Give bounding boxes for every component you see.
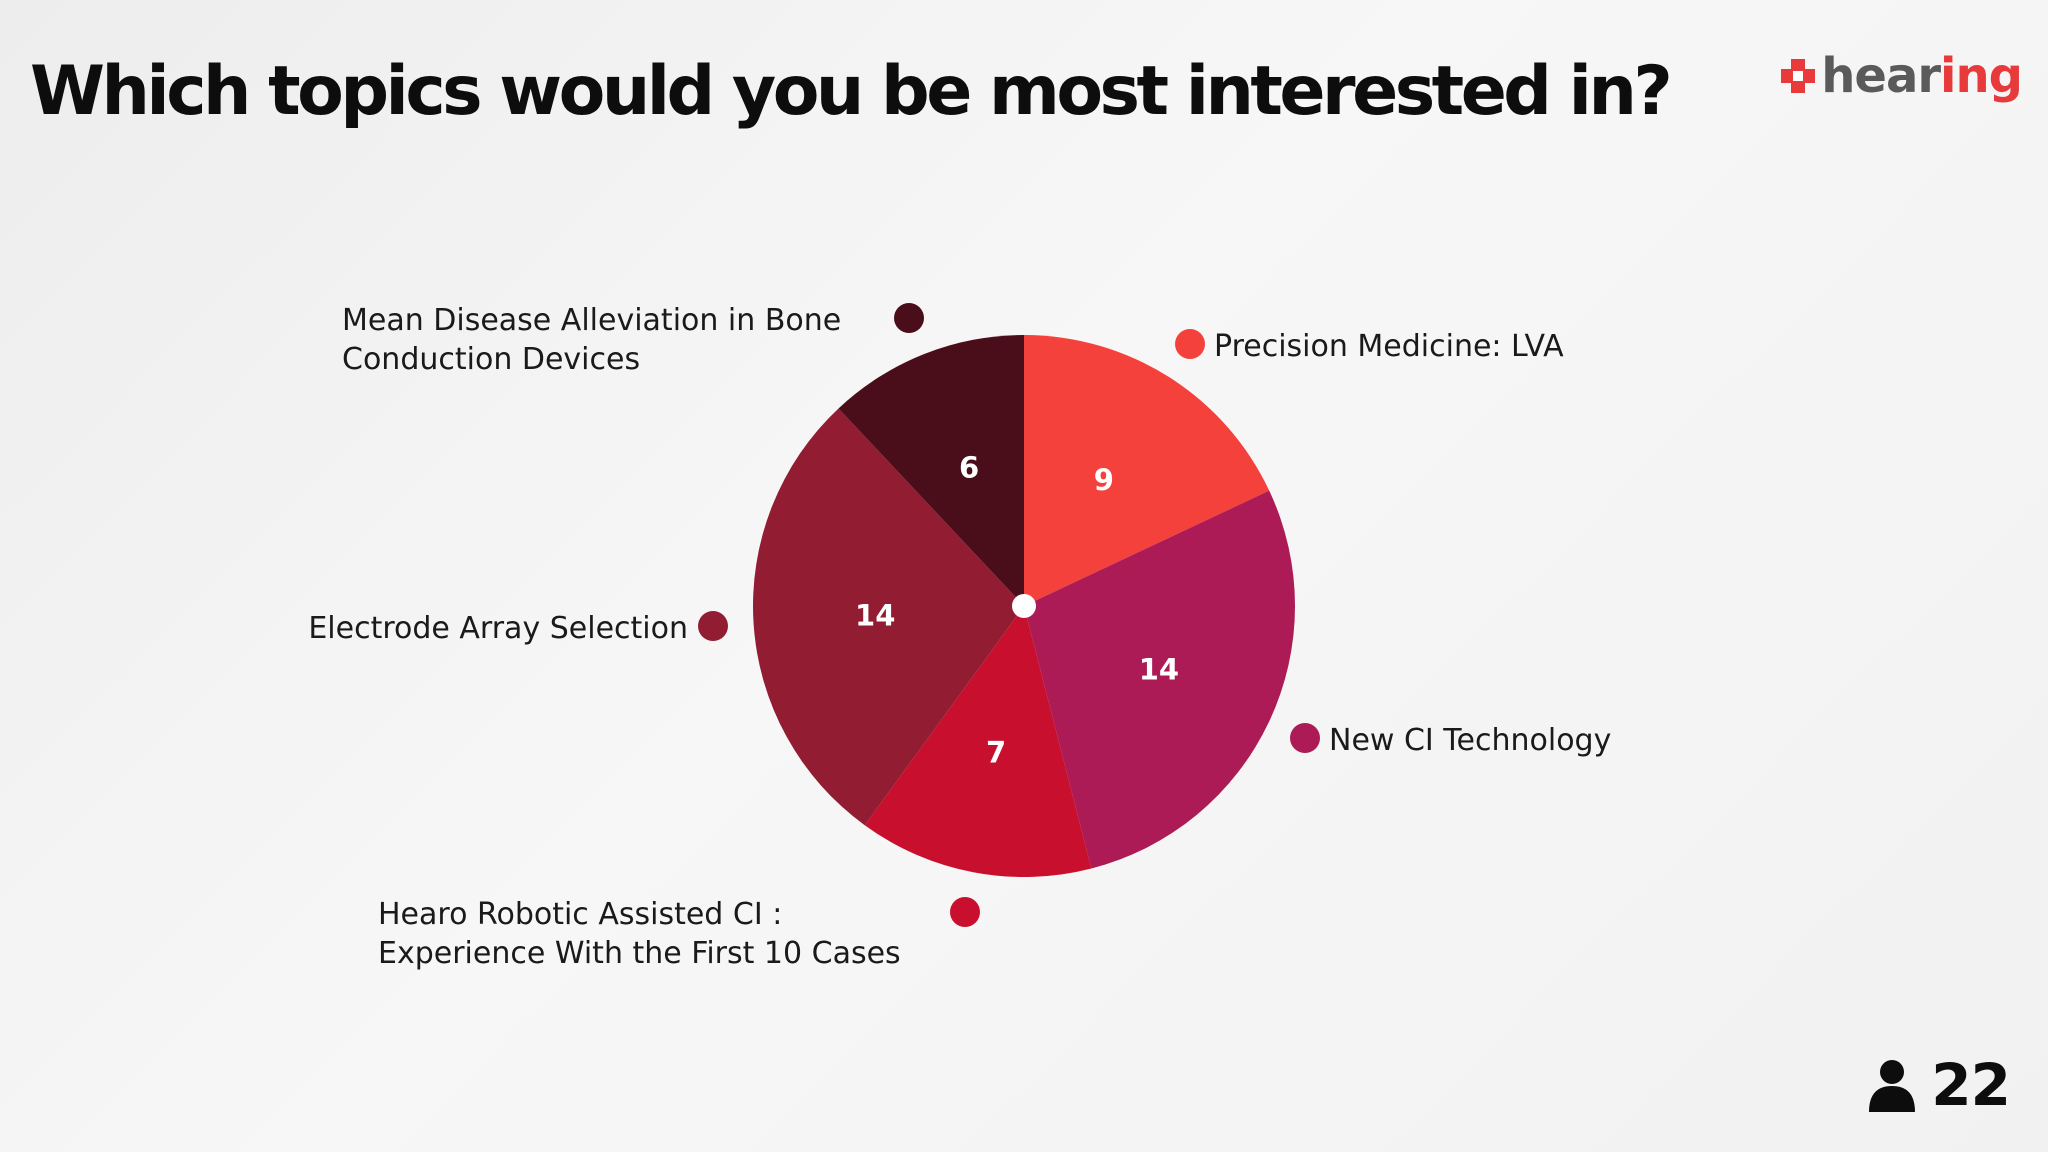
slice-value-label-4: 14 xyxy=(855,598,895,632)
logo-text-a: hear xyxy=(1821,48,1941,104)
logo-wordmark: hearing xyxy=(1821,52,2023,100)
legend-label-2: New CI Technology xyxy=(1329,723,1611,758)
slide-title: Which topics would you be most intereste… xyxy=(30,52,1673,131)
logo-text-b: ing xyxy=(1940,48,2023,104)
pie-slice-1 xyxy=(1024,335,1270,606)
plus-cross-icon xyxy=(1781,59,1816,93)
legend-dot-4 xyxy=(698,611,728,641)
hearing-logo: hearing xyxy=(1779,52,2023,100)
slice-value-label-1: 9 xyxy=(1094,463,1114,497)
legend-label-5-line-1: Mean Disease Alleviation in Bone xyxy=(342,303,841,338)
pie-slice-3 xyxy=(864,606,1092,878)
legend-dot-3 xyxy=(950,897,980,927)
slice-value-label-3: 7 xyxy=(986,735,1006,769)
pie-center-dot xyxy=(1012,594,1036,618)
pie-slice-4 xyxy=(753,408,1024,826)
slice-value-label-5: 6 xyxy=(959,450,979,484)
pie-slice-2 xyxy=(1024,490,1296,869)
pie-slice-5 xyxy=(838,335,1024,606)
legend-label-3-line-1: Hearo Robotic Assisted CI : xyxy=(378,897,782,932)
participant-count: 22 xyxy=(1867,1051,2011,1119)
legend-label-3-line-2: Experience With the First 10 Cases xyxy=(378,936,901,971)
legend-label-4: Electrode Array Selection xyxy=(308,611,688,646)
legend-dot-1 xyxy=(1175,329,1205,359)
slice-value-label-2: 14 xyxy=(1139,653,1179,687)
legend-dot-5 xyxy=(894,303,924,333)
legend-label-5-line-2: Conduction Devices xyxy=(342,342,640,377)
legend-label-1: Precision Medicine: LVA xyxy=(1214,329,1564,364)
legend-dot-2 xyxy=(1290,723,1320,753)
person-icon xyxy=(1869,1060,1916,1112)
participant-count-value: 22 xyxy=(1931,1051,2011,1119)
